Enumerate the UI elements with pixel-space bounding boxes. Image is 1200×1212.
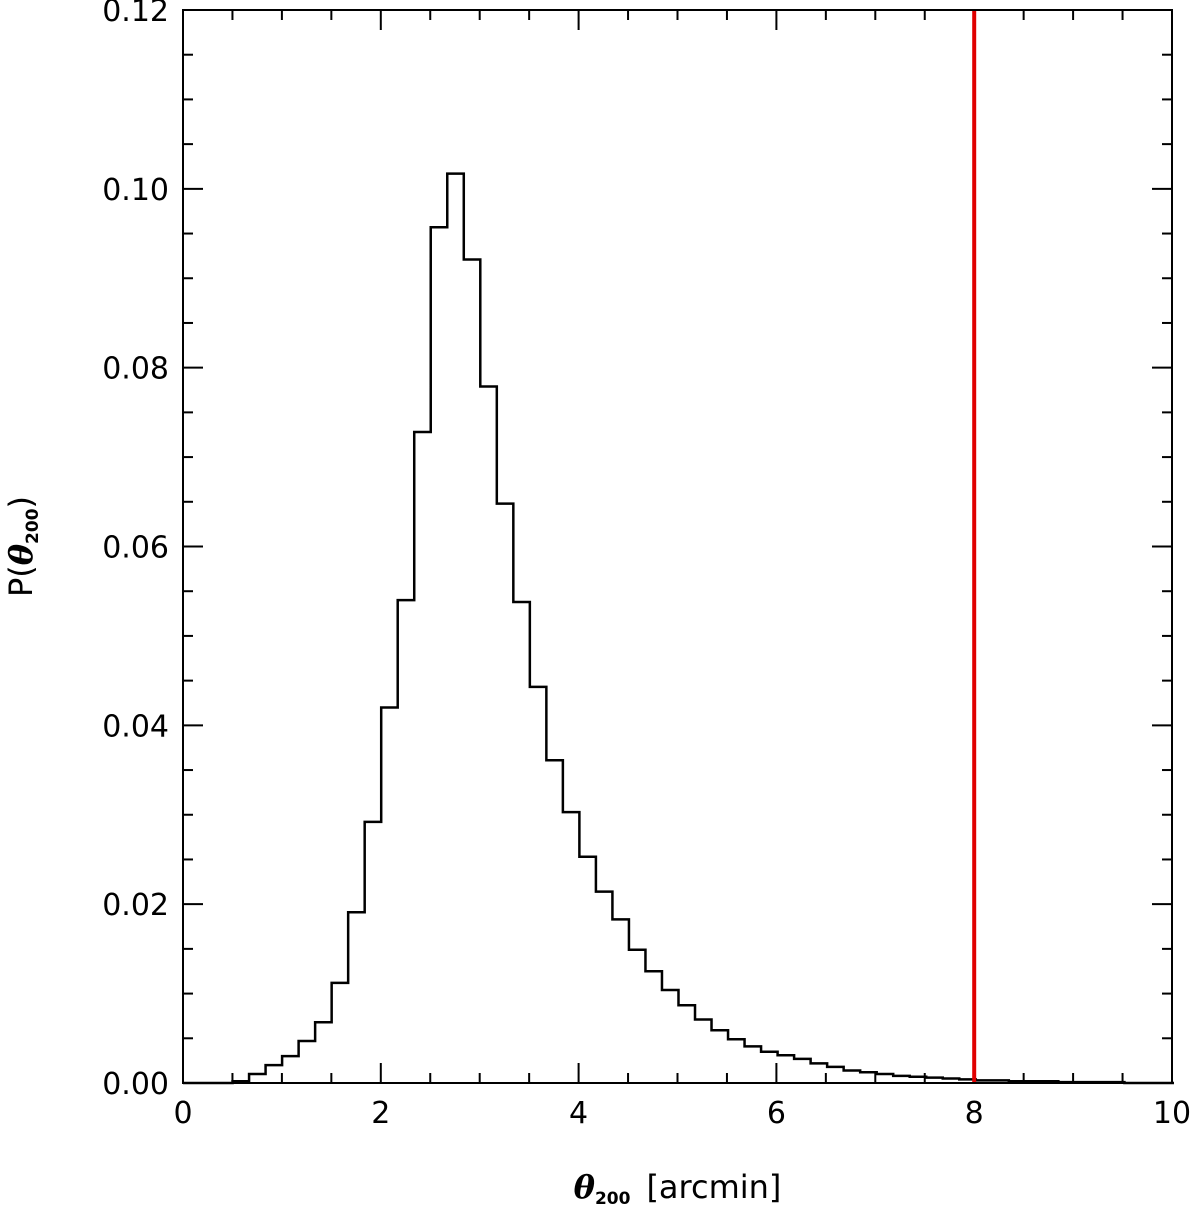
- histogram-bin: [315, 1022, 332, 1083]
- y-axis-symbol: θ: [2, 543, 40, 565]
- histogram-bin: [282, 1056, 299, 1083]
- histogram-bin: [645, 971, 662, 1083]
- histogram-bin: [596, 892, 613, 1083]
- x-axis-title: θ200 [arcmin]: [574, 1168, 782, 1209]
- histogram-bin: [811, 1063, 828, 1083]
- histogram-bin: [249, 1074, 266, 1083]
- histogram-bin: [579, 857, 596, 1083]
- histogram-bin: [794, 1059, 811, 1083]
- histogram-bin: [299, 1041, 316, 1083]
- plot-frame: [182, 9, 1173, 1084]
- histogram-bin: [778, 1055, 795, 1083]
- y-tick-label: 0.00: [102, 1067, 169, 1102]
- histogram-bars: [183, 172, 1174, 1085]
- histogram-bin: [447, 174, 464, 1083]
- histogram-bin: [678, 1005, 695, 1083]
- histogram-bin: [844, 1070, 861, 1083]
- x-tick-label: 0: [173, 1096, 192, 1131]
- histogram-bin: [365, 822, 382, 1083]
- histogram-bin: [480, 386, 497, 1083]
- x-tick-label: 10: [1153, 1096, 1191, 1131]
- x-axis-subscript: 200: [595, 1189, 631, 1209]
- tick-labels: 0 2 4 6 8 10 0.00 0.02 0.04 0.06 0.08 0.10 0.12: [102, 0, 1191, 1131]
- y-tick-label: 0.10: [102, 173, 169, 208]
- y-tick-label: 0.02: [102, 888, 169, 923]
- histogram-bin: [332, 983, 349, 1083]
- y-axis-subscript: 200: [23, 508, 43, 544]
- y-tick-label: 0.12: [102, 0, 169, 29]
- histogram-bin: [728, 1039, 745, 1083]
- histogram-bin: [860, 1072, 877, 1083]
- histogram-bin: [877, 1074, 894, 1083]
- histogram-bin: [712, 1030, 729, 1083]
- y-axis-title: P(θ200): [2, 496, 43, 597]
- x-axis-symbol: θ: [574, 1168, 596, 1206]
- histogram-bin: [695, 1020, 712, 1083]
- histogram-bin: [497, 504, 514, 1083]
- histogram-bin: [612, 919, 629, 1083]
- histogram-bin: [266, 1065, 283, 1083]
- y-tick-label: 0.06: [102, 531, 169, 566]
- histogram-bin: [563, 812, 580, 1083]
- x-tick-label: 8: [965, 1096, 984, 1131]
- x-tick-label: 6: [767, 1096, 786, 1131]
- histogram-bin: [464, 259, 481, 1083]
- axis-ticks: [182, 9, 1173, 1084]
- histogram-bin: [546, 760, 563, 1083]
- histogram-bin: [530, 687, 547, 1083]
- histogram-bin: [414, 432, 431, 1083]
- histogram-bin: [827, 1067, 844, 1083]
- histogram-bin: [761, 1052, 778, 1083]
- histogram-bin: [513, 602, 530, 1083]
- histogram-bin: [431, 227, 448, 1083]
- y-tick-label: 0.08: [102, 352, 169, 387]
- histogram-bin: [629, 950, 646, 1083]
- histogram-bin: [893, 1076, 910, 1083]
- histogram-bin: [348, 912, 365, 1083]
- x-tick-label: 2: [371, 1096, 390, 1131]
- y-axis-prefix: P(: [2, 565, 40, 597]
- histogram-bin: [662, 990, 679, 1083]
- histogram-bin: [381, 707, 398, 1083]
- histogram-bin: [745, 1046, 762, 1083]
- x-tick-label: 4: [569, 1096, 588, 1131]
- y-tick-label: 0.04: [102, 709, 169, 744]
- y-axis-suffix: ): [2, 496, 40, 508]
- histogram-bin: [398, 600, 415, 1083]
- x-axis-unit: [arcmin]: [646, 1168, 781, 1206]
- histogram-step-line: [183, 172, 1174, 1085]
